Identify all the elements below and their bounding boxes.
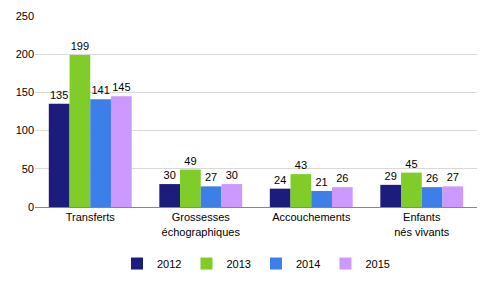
svg-text:2014: 2014 [296, 258, 320, 270]
svg-text:150: 150 [16, 86, 34, 98]
svg-text:199: 199 [71, 40, 89, 52]
svg-text:250: 250 [16, 10, 34, 22]
svg-text:Grossesseséchographiques: Grossesseséchographiques [162, 211, 241, 237]
svg-text:24: 24 [274, 174, 286, 186]
svg-text:Accouchements: Accouchements [272, 211, 351, 223]
svg-text:21: 21 [315, 176, 327, 188]
svg-text:30: 30 [226, 169, 238, 181]
svg-text:145: 145 [112, 81, 130, 93]
svg-text:27: 27 [205, 171, 217, 183]
svg-text:2013: 2013 [226, 258, 250, 270]
svg-text:2015: 2015 [365, 258, 389, 270]
svg-text:43: 43 [295, 159, 307, 171]
svg-text:45: 45 [405, 158, 417, 170]
svg-text:30: 30 [164, 169, 176, 181]
svg-text:26: 26 [336, 172, 348, 184]
svg-text:141: 141 [91, 84, 109, 96]
svg-text:135: 135 [50, 89, 68, 101]
svg-text:49: 49 [184, 155, 196, 167]
svg-text:29: 29 [385, 170, 397, 182]
svg-text:50: 50 [22, 163, 34, 175]
svg-text:27: 27 [447, 171, 459, 183]
svg-text:2012: 2012 [157, 258, 181, 270]
svg-text:Transferts: Transferts [66, 211, 116, 223]
svg-text:Enfantsnés vivants: Enfantsnés vivants [394, 211, 450, 237]
svg-text:26: 26 [426, 172, 438, 184]
svg-text:100: 100 [16, 124, 34, 136]
svg-text:0: 0 [28, 201, 34, 213]
svg-text:200: 200 [16, 48, 34, 60]
